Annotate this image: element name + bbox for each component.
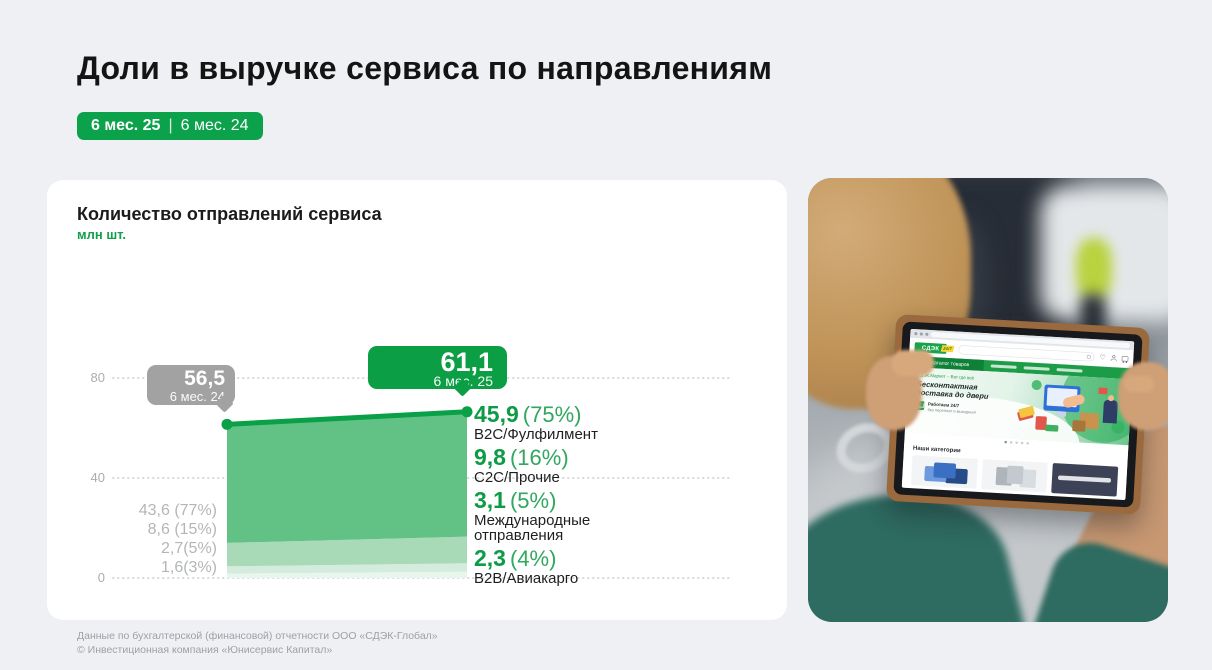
segment-share: (4%) — [509, 546, 557, 571]
photo-man-with-tablet: СДЭК 24/7 ♡ Каталог товаров — [808, 178, 1168, 622]
banner-text: СДЭК.Маркет – Вот где всё Бесконтактная … — [915, 372, 1010, 416]
page-title: Доли в выручке сервиса по направлениям — [77, 50, 773, 86]
search-icon — [1086, 354, 1092, 359]
segment-value: 2,3 (4%) — [474, 545, 557, 572]
segment-share: (5%) — [509, 488, 557, 513]
catalog-label: Каталог товаров — [931, 359, 970, 368]
prev-value-label: 8,6 (15%) — [147, 521, 217, 538]
nav-link — [1056, 368, 1083, 373]
chart-card: 0 40 80 Количество отправлений сервиса млн… — [47, 180, 787, 620]
prev-value-label: 2,7(5%) — [160, 540, 217, 557]
period-current: 6 мес. 25 — [91, 117, 161, 134]
monitor-stand — [1056, 411, 1067, 417]
callout-2024-period: 6 мес. 24 — [169, 389, 225, 404]
current-period-values: 45,9 (75%) B2C/Фулфилмент 9,8 (16%) C2C/Прочи… — [474, 402, 659, 589]
segment-name: B2C/Фулфилмент — [474, 426, 598, 443]
chart-title: Количество отправлений сервиса — [77, 204, 382, 224]
tablet-screen: СДЭК 24/7 ♡ Каталог товаров — [901, 328, 1135, 501]
carousel-dot — [1015, 441, 1018, 444]
carousel-dot — [1020, 441, 1024, 445]
carousel-dot-active — [1004, 440, 1007, 444]
right-hand — [1118, 362, 1168, 430]
data-point-2025 — [461, 406, 473, 418]
svg-text:0: 0 — [98, 570, 105, 585]
carousel-dot — [1009, 440, 1013, 444]
prev-value-label: 1,6(3%) — [160, 559, 217, 576]
prev-value-label: 43,6 (77%) — [138, 502, 217, 519]
data-point-2024 — [221, 418, 233, 430]
footnote: Данные по бухгалтерской (финансовой) отч… — [77, 629, 438, 657]
blurred-hivis-worker — [1076, 238, 1112, 300]
category-card-electronics — [910, 455, 978, 489]
svg-text:40: 40 — [91, 470, 105, 485]
segment-share: (16%) — [509, 445, 569, 470]
browser-forward-icon — [919, 332, 923, 336]
period-badge: 6 мес. 25 | 6 мес. 24 — [77, 112, 263, 140]
callout-2025: 61,1 6 мес. 25 — [368, 346, 507, 397]
callout-2025-period: 6 мес. 25 — [433, 373, 493, 389]
callout-2024-value: 56,5 — [184, 367, 225, 390]
segment-label-group: 45,9 (75%) B2C/Фулфилмент — [474, 401, 659, 443]
area-band — [227, 411, 467, 543]
nav-link — [1023, 366, 1050, 371]
carousel-dot — [1026, 441, 1029, 445]
prev-period-values: 43,6 (77%) 8,6 (15%) 2,7(5%) 1,6(3%) — [27, 501, 217, 577]
nav-link — [990, 364, 1017, 369]
logo-24-7-badge: 24/7 — [940, 344, 955, 353]
category-card-appliances — [981, 459, 1049, 493]
period-previous: 6 мес. 24 — [180, 117, 249, 134]
segment-label-group: 9,8 (16%) C2C/Прочие — [474, 444, 659, 486]
segment-name: C2C/Прочие — [474, 469, 560, 486]
segment-name: B2B/Авиакарго — [474, 570, 579, 587]
segment-share: (75%) — [522, 402, 582, 427]
callout-2025-value: 61,1 — [440, 347, 493, 377]
chart-unit: млн шт. — [77, 227, 127, 242]
segment-label-group: 2,3 (4%) B2B/Авиакарго — [474, 545, 659, 587]
header-icons: ♡ — [1099, 352, 1129, 363]
footnote-line-2: © Инвестиционная компания «Юнисервис Кап… — [77, 644, 333, 656]
cart-icon — [1121, 355, 1129, 362]
browser-back-icon — [914, 332, 918, 336]
total-line — [224, 409, 470, 427]
left-hand-fingers — [892, 350, 934, 376]
segment-label-group: 3,1 (5%) Международные отправления — [474, 487, 659, 544]
area-chart: 0 40 80 — [91, 370, 730, 585]
area-band — [227, 571, 467, 578]
segment-value: 45,9 (75%) — [474, 401, 582, 428]
category-card-promo — [1051, 463, 1119, 497]
bank-cards-illustration — [1018, 405, 1036, 419]
area-band — [227, 563, 467, 574]
callout-2024: 56,5 6 мес. 24 — [147, 365, 235, 413]
footnote-line-1: Данные по бухгалтерской (финансовой) отч… — [77, 630, 438, 642]
parcel-box-illustration — [1072, 420, 1086, 432]
period-separator: | — [168, 117, 173, 134]
promo-banner: СДЭК.Маркет – Вот где всё Бесконтактная … — [904, 366, 1133, 446]
svg-text:80: 80 — [91, 370, 105, 385]
segment-name: Международные отправления — [474, 512, 591, 544]
cdek-market-site: СДЭК 24/7 ♡ Каталог товаров — [901, 328, 1135, 500]
tablet: СДЭК 24/7 ♡ Каталог товаров — [885, 314, 1151, 515]
favorites-heart-icon: ♡ — [1099, 352, 1107, 362]
speech-bubble-illustration — [1098, 387, 1108, 395]
money-illustration — [1045, 424, 1059, 432]
segment-value: 9,8 (16%) — [474, 444, 569, 471]
banner-title: Бесконтактная доставка до двери — [915, 379, 989, 401]
browser-reload-icon — [925, 332, 929, 336]
segment-value: 3,1 (5%) — [474, 487, 557, 514]
right-hand-fingers — [1124, 376, 1154, 392]
banner-illustration — [1013, 380, 1121, 441]
area-band — [227, 536, 467, 567]
user-icon — [1110, 354, 1117, 362]
courier-illustration — [1102, 399, 1118, 424]
